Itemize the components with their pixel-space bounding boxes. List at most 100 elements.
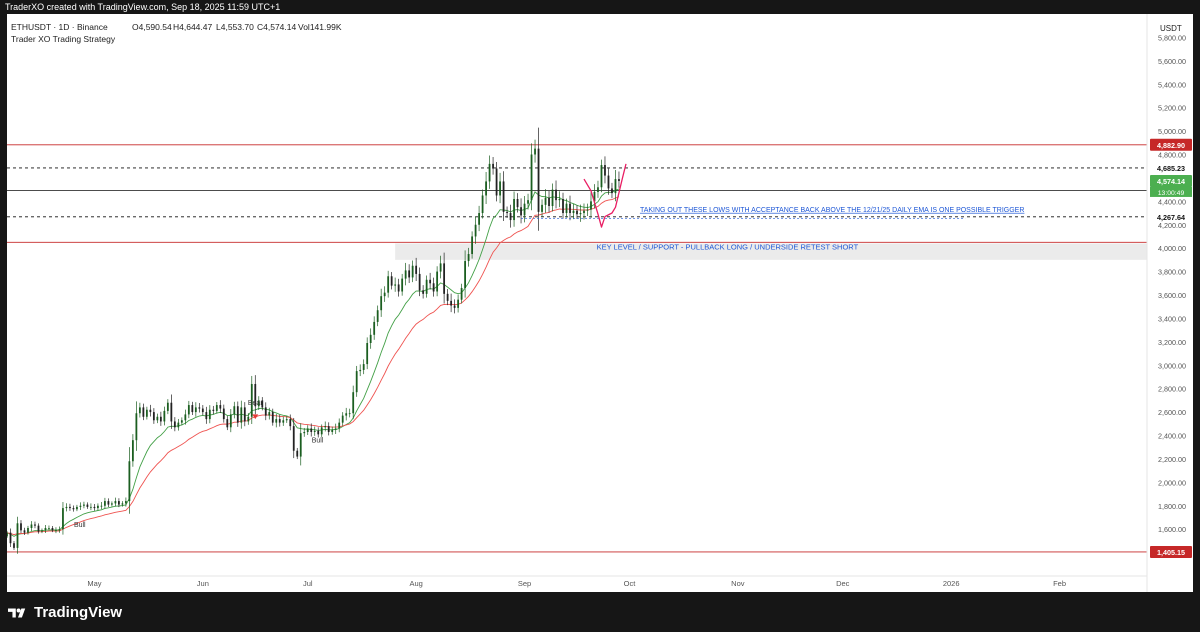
candle-body (65, 506, 68, 509)
price-badge-bg (1150, 210, 1192, 223)
candle-body (523, 203, 526, 216)
candle-body (222, 408, 225, 420)
candle-body (124, 501, 127, 504)
candle-body (362, 364, 365, 370)
candle-body (261, 400, 264, 408)
candle-body (453, 305, 456, 308)
candle-body (348, 413, 351, 415)
candle-body (394, 284, 397, 286)
candle-body (208, 409, 211, 420)
candle-body (471, 236, 473, 255)
y-tick-label: 4,400.00 (1158, 197, 1186, 206)
x-tick-label: May (87, 579, 101, 588)
candle-body (69, 506, 71, 509)
candle-body (499, 181, 501, 196)
candle-body (184, 414, 187, 421)
y-tick-label: 5,600.00 (1158, 57, 1186, 66)
candle-body (390, 276, 393, 286)
candle-body (548, 197, 550, 207)
candle-body (534, 148, 536, 155)
chart-credit: TraderXO created with TradingView.com, S… (5, 2, 281, 12)
candle-body (478, 213, 480, 225)
candle-body (383, 292, 386, 297)
candle-body (551, 189, 554, 207)
candle-body (443, 263, 446, 294)
candle-body (296, 450, 299, 457)
candle-body (145, 409, 148, 417)
annotation-key-level: KEY LEVEL / SUPPORT - PULLBACK LONG / UN… (597, 242, 859, 251)
candle-body (593, 191, 596, 202)
footer-bar: TradingView (0, 592, 1200, 632)
candle-body (180, 420, 183, 423)
price-chart[interactable]: TAKING OUT THESE LOWS WITH ACCEPTANCE BA… (6, 14, 1193, 592)
current-price-badge-countdown: 13:00:49 (1158, 190, 1185, 197)
candle-body (387, 276, 390, 293)
candle-body (488, 163, 491, 182)
y-tick-label: 2,400.00 (1158, 432, 1186, 441)
candle-body (247, 416, 250, 422)
candle-body (142, 407, 145, 417)
candle-body (485, 181, 487, 196)
candle-body (537, 148, 540, 212)
y-tick-label: 3,000.00 (1158, 361, 1186, 370)
x-tick-label: Aug (409, 579, 422, 588)
price-badge: 4,685.23 (1157, 164, 1185, 173)
candle-body (604, 165, 606, 176)
x-tick-label: Jun (197, 579, 209, 588)
legend-symbol[interactable]: ETHUSDT · 1D · Binance (11, 22, 108, 32)
candle-body (292, 426, 295, 451)
candle-body (215, 405, 218, 411)
candle-body (233, 406, 236, 415)
candle-body (411, 265, 414, 278)
tradingview-logo[interactable]: TradingView (8, 604, 122, 621)
candle-body (338, 422, 341, 429)
candle-body (79, 505, 82, 507)
candle-body (306, 428, 309, 432)
candle-body (331, 429, 334, 432)
candle-body (72, 508, 75, 510)
candle-body (243, 407, 246, 422)
candle-body (44, 527, 47, 531)
currency-label[interactable]: USDT (1160, 24, 1182, 33)
candle-body (464, 261, 466, 288)
y-tick-label: 5,800.00 (1158, 33, 1186, 42)
candle-body (97, 505, 99, 509)
candle-body (530, 154, 533, 201)
candle-body (597, 187, 599, 192)
candle-body (177, 422, 180, 428)
candle-body (58, 529, 61, 531)
y-tick-label: 5,400.00 (1158, 80, 1186, 89)
candle-body (41, 530, 43, 532)
legend-volume: Vol141.99K (298, 22, 342, 32)
candle-body (285, 419, 288, 421)
x-tick-label: Feb (1053, 579, 1066, 588)
candle-body (212, 409, 215, 411)
candle-body (446, 293, 449, 301)
current-price-badge-countdown-bg (1150, 186, 1192, 197)
candle-body (271, 412, 274, 423)
candle-body (495, 168, 498, 196)
candle-body (135, 413, 138, 441)
candle-body (205, 412, 208, 420)
candle-body (236, 406, 239, 423)
tradingview-brand: TradingView (34, 604, 123, 621)
candle-body (474, 224, 477, 237)
candle-body (404, 270, 407, 279)
x-tick-label: Oct (624, 579, 637, 588)
y-tick-label: 4,800.00 (1158, 151, 1186, 160)
candle-body (436, 271, 439, 292)
candle-body (457, 299, 460, 308)
candle-body (380, 296, 383, 311)
candle-body (334, 428, 337, 430)
candle-body (254, 383, 257, 407)
candle-body (359, 369, 362, 372)
y-tick-label: 5,000.00 (1158, 127, 1186, 136)
candle-body (481, 195, 484, 214)
price-badge-red: 1,405.15 (1157, 548, 1185, 557)
candle-body (607, 175, 610, 189)
x-tick-label: Dec (836, 579, 850, 588)
candle-body (100, 505, 103, 507)
chart-panel[interactable]: TAKING OUT THESE LOWS WITH ACCEPTANCE BA… (6, 14, 1193, 592)
indicator-name[interactable]: Trader XO Trading Strategy (11, 34, 116, 44)
candle-body (257, 400, 260, 407)
